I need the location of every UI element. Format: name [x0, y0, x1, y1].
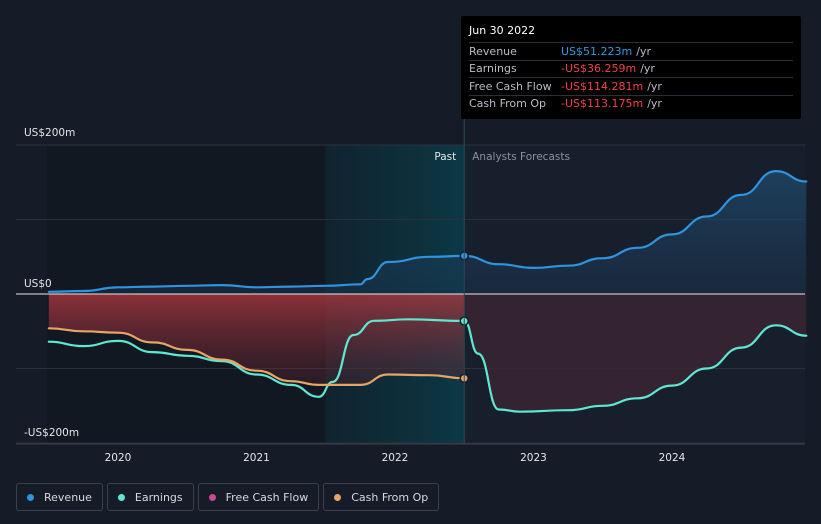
past-label: Past: [434, 151, 456, 163]
legend-item-earnings[interactable]: Earnings: [106, 483, 194, 511]
tooltip-value: -US$114.281m: [561, 79, 644, 93]
x-tick-label: 2021: [243, 452, 270, 464]
y-tick-label: US$200m: [24, 127, 75, 139]
x-tick-label: 2020: [105, 452, 132, 464]
cash-from-op-dot-icon: [334, 493, 342, 501]
revenue-dot-icon: [27, 493, 34, 501]
legend-item-revenue[interactable]: Revenue: [16, 483, 103, 511]
chart-legend: Revenue Earnings Free Cash Flow Cash Fro…: [16, 483, 440, 511]
x-tick-label: 2023: [520, 452, 547, 464]
revenue-area: [48, 171, 807, 294]
tooltip-label: Revenue: [469, 44, 517, 58]
tooltip-date: Jun 30 2022: [469, 24, 536, 37]
chart-canvas: US$200m US$0 -US$200m 2020 2021 2022 2023 2024 P…: [16, 16, 808, 464]
tooltip-value: -US$36.259m: [561, 62, 637, 76]
earnings-line: [47, 318, 808, 413]
legend-label: Earnings: [134, 490, 183, 504]
tooltip-unit: /yr: [647, 79, 662, 93]
x-tick-label: 2024: [659, 452, 686, 464]
tooltip-unit: /yr: [636, 44, 651, 58]
cash-from-op-line: [47, 327, 466, 386]
tooltip-row-revenue: Revenue US$51.223m /yr: [469, 42, 793, 60]
tooltip-value: -US$113.175m: [561, 97, 644, 111]
loss-area-forecast: [464, 294, 807, 412]
tooltip-unit: /yr: [647, 97, 662, 111]
revenue-line: [47, 169, 808, 293]
legend-item-free-cash-flow[interactable]: Free Cash Flow: [197, 483, 320, 511]
loss-area-past: [48, 294, 465, 385]
legend-label: Free Cash Flow: [225, 490, 309, 504]
tooltip-row-free-cash-flow: Free Cash Flow -US$114.281m /yr: [469, 77, 793, 95]
tooltip-value: US$51.223m: [561, 44, 633, 58]
tooltip-row-earnings: Earnings -US$36.259m /yr: [469, 59, 793, 78]
forecast-label: Analysts Forecasts: [472, 151, 570, 163]
y-tick-label: US$0: [24, 278, 52, 290]
legend-label: Revenue: [44, 490, 92, 504]
x-tick-label: 2022: [382, 452, 409, 464]
earnings-dot-icon: [117, 493, 125, 501]
tooltip-label: Free Cash Flow: [469, 79, 552, 93]
legend-label: Cash From Op: [351, 490, 429, 504]
tooltip-unit: /yr: [640, 62, 655, 76]
tooltip-label: Cash From Op: [469, 97, 547, 111]
legend-item-cash-from-op[interactable]: Cash From Op: [323, 483, 440, 511]
tooltip-row-cash-from-op: Cash From Op -US$113.175m /yr: [469, 94, 793, 113]
y-tick-label: -US$200m: [24, 427, 79, 439]
tooltip-panel: Jun 30 2022 Revenue US$51.223m /yr Earni…: [461, 16, 801, 119]
tooltip-label: Earnings: [469, 62, 517, 76]
free-cash-flow-dot-icon: [208, 493, 216, 501]
